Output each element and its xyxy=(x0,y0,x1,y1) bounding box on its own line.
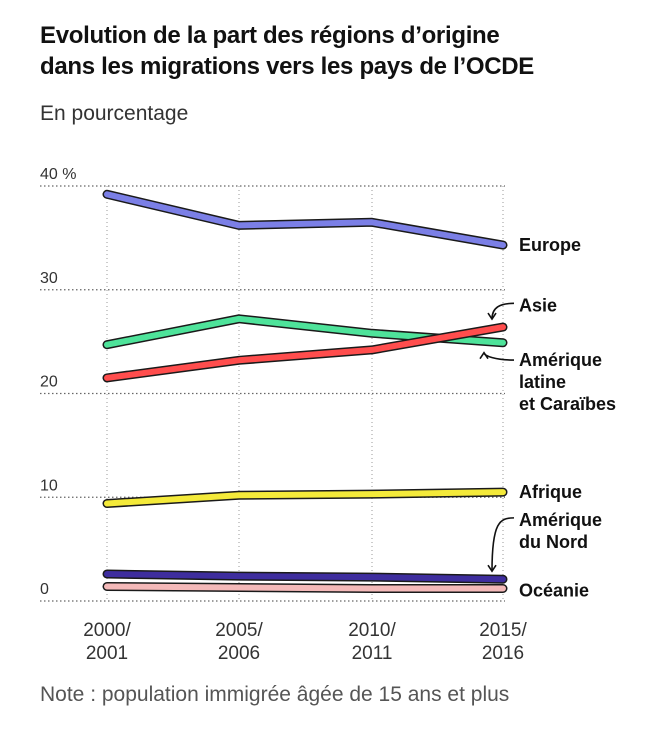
series-line-europe xyxy=(104,191,506,249)
chart-title-line-1: Evolution de la part des régions d’origi… xyxy=(40,22,500,49)
series-label-amerique-du-nord: Amérique du Nord xyxy=(519,510,602,552)
x-axis-labels: 2000/2001 2005/2006 2010/2011 2015/2016 xyxy=(83,186,527,664)
x-tick-label: 2005/2006 xyxy=(215,620,263,664)
x-tick-label: 2010/2011 xyxy=(348,620,396,664)
x-tick-label: 2015/2016 xyxy=(479,620,527,664)
arrow-amerique-latine-et-caraibes xyxy=(483,352,515,361)
series-label-europe: Europe xyxy=(519,235,581,255)
series-label-afrique: Afrique xyxy=(519,482,582,502)
y-tick-label: 40 % xyxy=(40,166,76,183)
y-tick-label: 20 xyxy=(40,374,58,391)
x-tick-label: 2000/2001 xyxy=(83,620,131,664)
arrow-head-amerique-latine-et-caraibes xyxy=(479,351,489,360)
series-lines xyxy=(102,189,508,593)
series-labels: Europe Asie Amérique latine et Caraïbes Afriq… xyxy=(479,235,616,601)
grid-layer: 0 10 20 30 40 % xyxy=(40,166,505,602)
series-line-oceanie xyxy=(104,583,506,592)
series-line-asie xyxy=(104,324,506,381)
series-line-amerique-du-nord xyxy=(104,571,506,583)
arrow-asie xyxy=(491,302,515,320)
y-tick-label: 0 xyxy=(40,581,49,598)
y-tick-label: 10 xyxy=(40,477,58,494)
series-label-amerique-latine-et-caraibes: Amérique latine et Caraïbes xyxy=(519,350,616,414)
chart-note: Note : population immigrée âgée de 15 an… xyxy=(40,683,510,706)
series-line-afrique xyxy=(104,489,506,507)
chart-title: Evolution de la part des régions d’origi… xyxy=(40,20,640,82)
chart-subtitle: En pourcentage xyxy=(40,102,189,125)
chart-title-line-2: dans les migrations vers les pays de l’O… xyxy=(40,53,534,80)
arrow-head-asie xyxy=(487,312,497,321)
arrow-head-amerique-du-nord xyxy=(487,564,497,573)
series-label-oceanie: Océanie xyxy=(519,581,589,601)
arrow-amerique-du-nord xyxy=(491,517,515,572)
series-label-asie: Asie xyxy=(519,295,557,315)
y-tick-label: 30 xyxy=(40,270,58,287)
